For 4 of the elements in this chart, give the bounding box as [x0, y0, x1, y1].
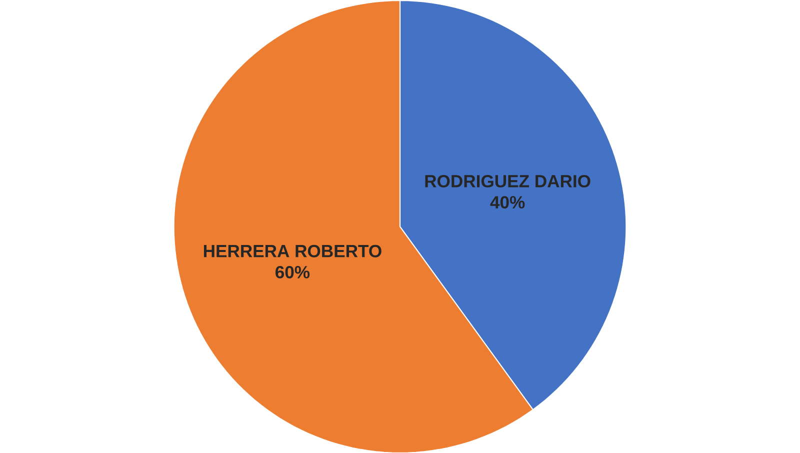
slice-label: RODRIGUEZ DARIO [425, 174, 590, 188]
data-label: 60% [276, 266, 310, 278]
slice-label: HERRERA ROBERTO [204, 244, 382, 258]
data-label: 40% [490, 196, 525, 208]
